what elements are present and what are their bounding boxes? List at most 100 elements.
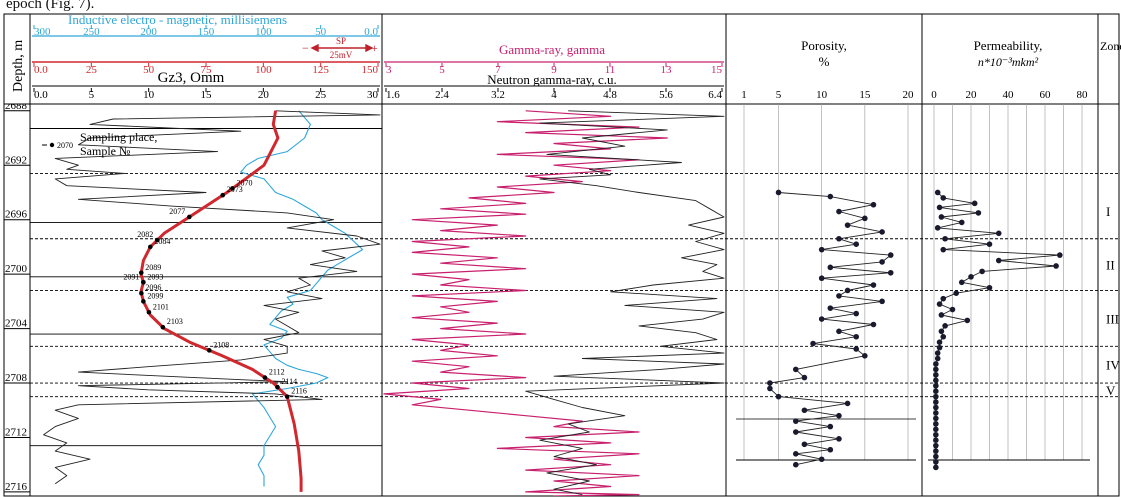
porosity-point — [827, 305, 834, 311]
gz-tick-label: 50 — [143, 64, 155, 76]
porosity-point — [853, 333, 860, 340]
porosity-point — [818, 275, 825, 282]
gz-bottom-tick-label: 0.0 — [34, 89, 48, 101]
permeability-tick-label: 40 — [1003, 89, 1015, 101]
sample-dot — [160, 324, 166, 330]
permeability-point — [933, 421, 939, 427]
depth-axis-labels: 2688 2692 2696 2700 2704 2708 2712 2716 — [4, 104, 30, 493]
neutron-gamma-curve — [525, 110, 725, 496]
sample-label: 2089 — [145, 263, 161, 272]
porosity-point — [827, 264, 834, 271]
sample-dot — [141, 280, 146, 285]
gz-bottom-tick-label: 25 — [315, 89, 327, 101]
gamma-tick-label: 11 — [605, 64, 616, 76]
porosity-point — [862, 353, 868, 359]
sample-label: 2099 — [147, 291, 163, 300]
porosity-point — [836, 328, 842, 335]
inductive-tick-label: 200 — [140, 26, 157, 38]
legend-sample-dot — [49, 142, 55, 148]
porosity-point — [870, 321, 877, 328]
permeability-point — [936, 344, 943, 351]
neutron-tick-label: 6.4 — [708, 89, 722, 101]
porosity-point — [818, 246, 825, 253]
porosity-point — [792, 366, 799, 373]
porosity-point — [792, 418, 799, 424]
permeability-point — [938, 214, 945, 220]
porosity-point — [879, 229, 885, 235]
neutron-tick-label: 4.8 — [603, 89, 617, 101]
neutron-tick-label: 2.4 — [435, 89, 449, 101]
permeability-point — [986, 284, 993, 291]
neutron-tick-label: 1.6 — [386, 89, 400, 101]
legend-text-line2: Sample № — [80, 144, 130, 158]
sample-label: 2116 — [291, 387, 307, 396]
sample-dot — [230, 186, 235, 191]
panel-frames — [3, 13, 1120, 497]
porosity-point — [879, 259, 885, 265]
porosity-title: Porosity, — [801, 38, 847, 53]
porosity-point — [767, 385, 773, 392]
depth-tick-label: 2700 — [5, 263, 28, 275]
permeability-point — [936, 301, 943, 307]
permeability-unit: n*10⁻³mkm² — [978, 55, 1039, 69]
depth-tick-label: 2716 — [5, 481, 28, 493]
gamma-ray-curve — [383, 110, 668, 496]
porosity-point — [818, 456, 825, 463]
permeability-point — [933, 431, 939, 438]
sample-label: 2103 — [167, 317, 183, 326]
gz-scale-ticks: 0.0 25 50 75 100 125 150 — [33, 63, 379, 76]
sample-dot — [262, 375, 268, 380]
depth-tick-label: 2704 — [5, 318, 28, 330]
porosity-point — [827, 423, 834, 430]
permeability-point — [964, 317, 971, 324]
permeability-point — [1057, 252, 1063, 258]
gz-bottom-tick-label: 10 — [143, 89, 155, 101]
sampling-legend: 2070 Sampling place, Sample № — [42, 130, 157, 158]
permeability-point — [986, 241, 993, 247]
gamma-tick-label: 9 — [551, 64, 557, 76]
caption-fragment: epoch (Fig. 7). — [6, 0, 95, 12]
permeability-title: Permeability, — [974, 38, 1043, 53]
gz-bottom-tick-label: 5 — [89, 89, 95, 101]
porosity-point — [775, 189, 782, 196]
sample-dot — [148, 244, 153, 250]
permeability-point — [933, 426, 939, 433]
permeability-point — [940, 295, 947, 302]
porosity-tick-label: 10 — [816, 89, 828, 101]
zone-title: Zone — [1100, 39, 1121, 53]
permeability-point — [940, 195, 947, 201]
sample-label: 2112 — [269, 368, 285, 377]
permeability-point — [933, 361, 939, 367]
gz3-resistivity-curve — [43, 110, 381, 485]
porosity-point — [827, 193, 834, 200]
sample-label: 2108 — [213, 340, 229, 349]
permeability-point — [936, 339, 943, 345]
depth-tick-label: 2696 — [5, 209, 28, 221]
zone-label: II — [1106, 258, 1115, 273]
sp-scale-arrow — [310, 43, 374, 53]
porosity-point — [810, 340, 816, 347]
permeability-tick-label: 80 — [1077, 89, 1089, 101]
porosity-point — [844, 400, 851, 407]
porosity-point — [792, 429, 799, 435]
sample-dot — [141, 299, 146, 304]
zone-label: V — [1106, 383, 1116, 398]
permeability-point — [958, 219, 965, 226]
gz-tick-label: 150 — [362, 64, 379, 76]
porosity-point — [879, 298, 885, 305]
permeability-tick-label: 0 — [931, 89, 937, 101]
track2-header: Gamma-ray, gamma 3 5 7 9 11 13 15 Neutron gamm… — [384, 42, 724, 101]
gamma-tick-label: 15 — [711, 64, 723, 76]
permeability-point — [936, 204, 943, 211]
sample-label: 2082 — [137, 230, 153, 239]
porosity-ticks: 1 5 10 15 20 — [741, 89, 914, 101]
permeability-point — [933, 388, 939, 394]
sp-label: SP — [336, 36, 346, 46]
depth-tick-label: 2708 — [5, 372, 28, 384]
permeability-header: Permeability, n*10⁻³mkm² 0 20 40 60 80 — [931, 38, 1088, 101]
permeability-point — [933, 410, 939, 416]
zone-label: IV — [1106, 358, 1120, 373]
porosity-header: Porosity, % 1 5 10 15 20 — [741, 38, 914, 101]
permeability-point — [934, 355, 941, 362]
